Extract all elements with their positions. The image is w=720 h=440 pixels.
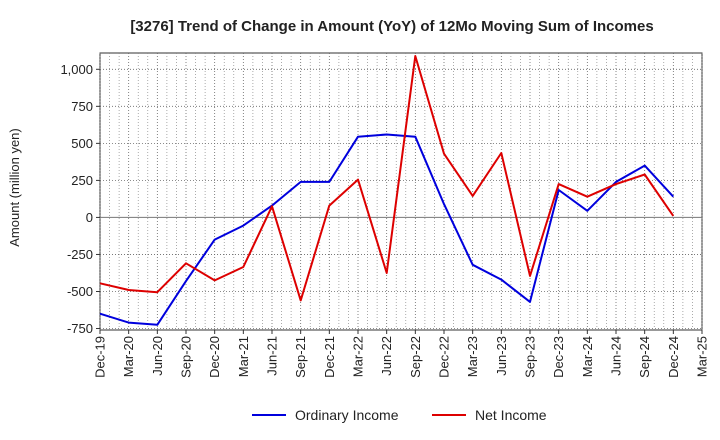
x-tick-label: Jun-23 (494, 336, 509, 376)
x-tick-label: Dec-22 (437, 336, 452, 378)
x-tick-label: Sep-23 (523, 336, 538, 378)
x-tick-label: Jun-20 (150, 336, 165, 376)
x-tick-label: Sep-22 (408, 336, 423, 378)
series-layer (99, 55, 675, 326)
series-line-net-income (99, 55, 675, 302)
plot-area (99, 52, 703, 331)
x-tick-label: Jun-21 (265, 336, 280, 376)
x-tick-label: Mar-20 (121, 336, 136, 377)
x-tick-label: Mar-21 (236, 336, 251, 377)
x-tick-label: Dec-19 (93, 336, 108, 378)
x-tick-label: Sep-21 (293, 336, 308, 378)
legend-label: Ordinary Income (295, 407, 399, 423)
x-tick-label: Sep-24 (637, 336, 652, 378)
y-tick-label: 500 (71, 136, 93, 151)
x-tick-label: Sep-20 (179, 336, 194, 378)
x-tick-label: Mar-24 (580, 336, 595, 377)
x-tick-label: Dec-23 (551, 336, 566, 378)
x-tick-label: Jun-22 (379, 336, 394, 376)
y-axis-label: Amount (million yen) (7, 128, 22, 247)
y-tick-label: 1,000 (60, 62, 93, 77)
y-tick-label: 750 (71, 99, 93, 114)
x-tick-label: Dec-24 (666, 336, 681, 378)
x-tick-label: Mar-25 (695, 336, 710, 377)
legend: Ordinary Income Net Income (252, 407, 547, 423)
x-tick-label: Dec-20 (207, 336, 222, 378)
y-tick-label: 250 (71, 173, 93, 188)
chart-title: [3276] Trend of Change in Amount (YoY) o… (130, 18, 653, 35)
y-tick-label: -500 (67, 284, 93, 299)
x-axis-ticks: Dec-19 Mar-20 Jun-20 Sep-20 Dec-20 Mar-21 Jun-… (93, 330, 710, 378)
legend-label: Net Income (475, 407, 547, 423)
y-tick-label: -750 (67, 321, 93, 336)
x-tick-label: Mar-23 (465, 336, 480, 377)
y-axis-ticks: -750 -500 -250 0 250 500 750 1,000 (60, 62, 100, 336)
series-line-ordinary-income (99, 133, 675, 326)
y-tick-label: 0 (86, 210, 93, 225)
x-tick-label: Mar-22 (351, 336, 366, 377)
y-tick-label: -250 (67, 247, 93, 262)
x-tick-label: Dec-21 (322, 336, 337, 378)
x-tick-label: Jun-24 (609, 336, 624, 376)
